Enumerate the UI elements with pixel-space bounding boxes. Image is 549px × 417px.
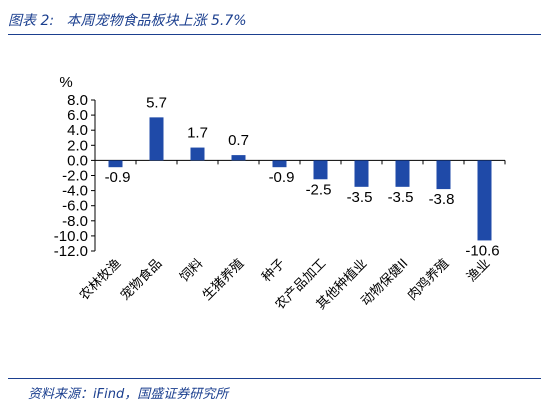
data-label: -0.9 — [269, 169, 295, 186]
bar — [149, 117, 164, 161]
bar — [108, 160, 123, 168]
category-label: 种子 — [259, 256, 288, 285]
y-tick-label: -4.0 — [62, 183, 88, 200]
bar — [354, 160, 369, 187]
y-tick-label: 0.0 — [67, 152, 88, 169]
bar — [436, 160, 451, 190]
bar — [231, 155, 246, 161]
data-label: 0.7 — [228, 132, 249, 149]
y-tick-label: -12.0 — [54, 243, 88, 260]
bar — [477, 160, 492, 241]
figure-title-text: 本周宠物食品板块上涨 5.7% — [66, 13, 247, 29]
y-tick-label: -8.0 — [62, 213, 88, 230]
bar — [395, 160, 410, 187]
y-tick-label: 2.0 — [67, 137, 88, 154]
data-label: -2.5 — [306, 181, 332, 198]
bar — [272, 160, 287, 168]
y-tick-label: 6.0 — [67, 107, 88, 124]
figure-number: 图表 2: — [8, 13, 55, 29]
y-tick-label: 4.0 — [67, 122, 88, 139]
source-note: 资料来源：iFind，国盛证券研究所 — [28, 387, 229, 402]
category-label: 生猪养殖 — [199, 256, 247, 304]
data-label: 1.7 — [187, 125, 208, 142]
category-label: 肉鸡养殖 — [404, 256, 452, 304]
data-label: 5.7 — [146, 94, 167, 111]
category-label: 农林牧渔 — [77, 256, 124, 303]
y-tick-label: 8.0 — [67, 92, 88, 109]
y-tick-label: -2.0 — [62, 168, 88, 185]
category-label: 渔业 — [464, 256, 493, 285]
bar-chart: 8.06.04.02.00.0-2.0-4.0-6.0-8.0-10.0-12.… — [54, 74, 506, 313]
y-tick-label: -10.0 — [54, 228, 88, 245]
category-label: 宠物食品 — [117, 256, 165, 304]
category-label: 饲料 — [177, 256, 206, 285]
data-label: -3.5 — [347, 189, 373, 206]
title-rule — [8, 34, 541, 35]
y-tick-label: -6.0 — [62, 198, 88, 215]
figure-title: 图表 2: 本周宠物食品板块上涨 5.7% — [8, 10, 247, 30]
bar — [313, 160, 328, 180]
data-label: -3.8 — [429, 191, 455, 208]
data-label: -0.9 — [105, 169, 131, 186]
bar — [190, 147, 205, 161]
data-label: -10.6 — [465, 242, 499, 259]
data-label: -3.5 — [388, 189, 414, 206]
source-rule — [8, 378, 541, 379]
y-axis-unit-label: % — [59, 74, 72, 91]
